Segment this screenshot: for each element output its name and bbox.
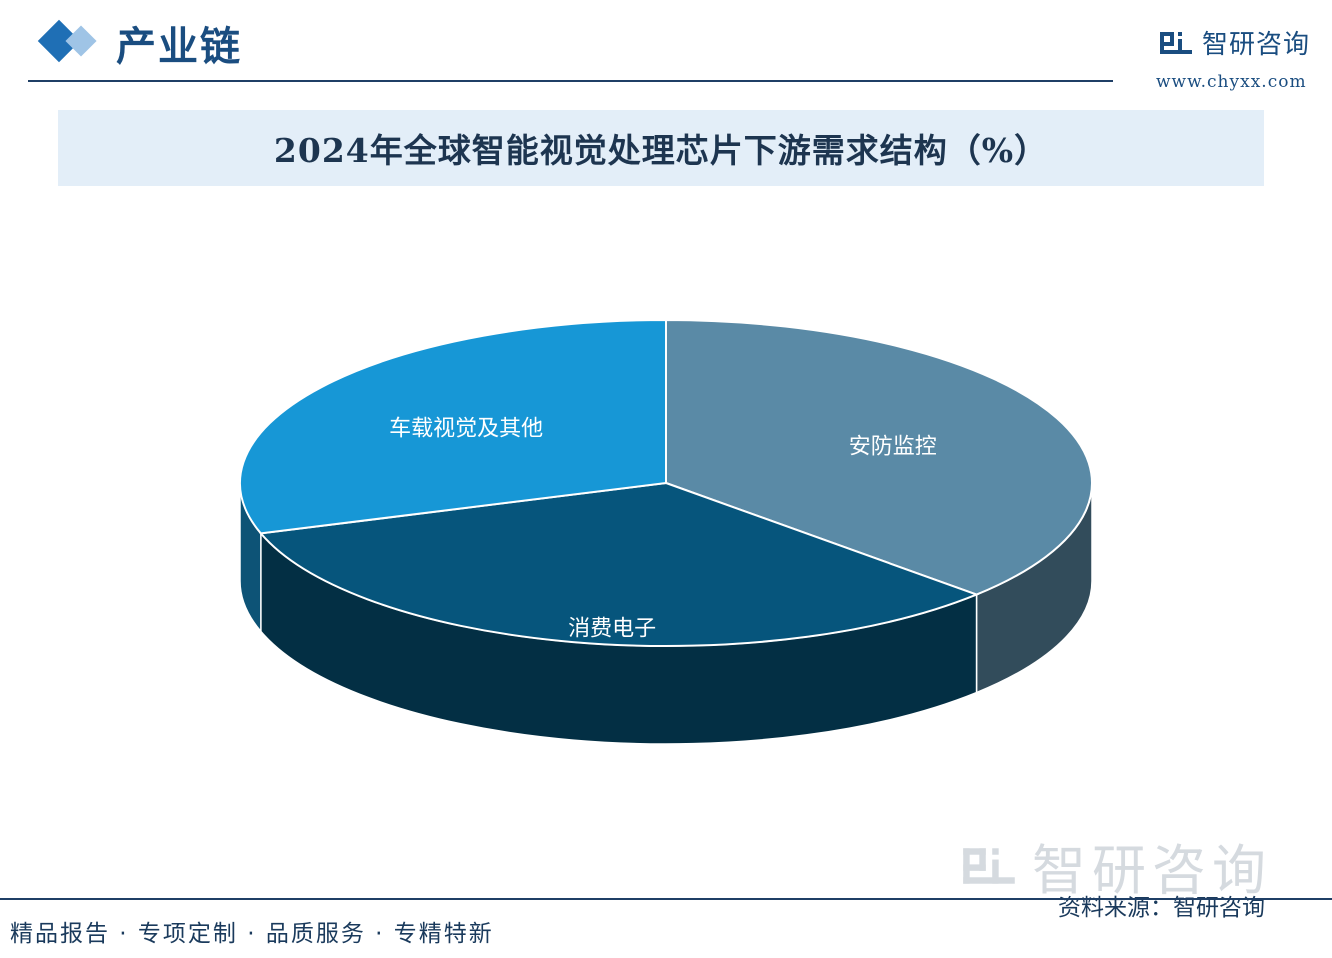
header-divider — [28, 80, 1113, 82]
brand-name: 智研咨询 — [1202, 30, 1311, 60]
chart-title-band: 2024年全球智能视觉处理芯片下游需求结构（%） — [58, 110, 1264, 186]
pie-slice-label-0: 安防监控 — [849, 434, 937, 459]
source-note: 资料来源：智研咨询 — [1058, 895, 1265, 921]
watermark: 智研咨询 — [960, 826, 1272, 905]
watermark-logo-icon — [963, 847, 1015, 884]
section-title: 产业链 — [116, 23, 242, 70]
pie-slice-1 — [258, 481, 980, 647]
pie-slice-label-1: 消费电子 — [568, 616, 656, 641]
footer-tagline: 精品报告 · 专项定制 · 品质服务 · 专精特新 — [10, 921, 494, 947]
pie-slice-2 — [239, 318, 667, 535]
brand: 智研咨询 — [1158, 24, 1310, 61]
chart-title: 2024年全球智能视觉处理芯片下游需求结构（%） — [273, 131, 1049, 170]
brand-url: www.chyxx.com — [1156, 72, 1307, 92]
brand-logo-icon — [1160, 31, 1192, 54]
watermark-text: 智研咨询 — [1032, 839, 1272, 902]
footer-divider — [0, 898, 1332, 900]
pie-slice-0 — [665, 318, 1093, 596]
pie-slice-label-2: 车载视觉及其他 — [389, 416, 543, 441]
